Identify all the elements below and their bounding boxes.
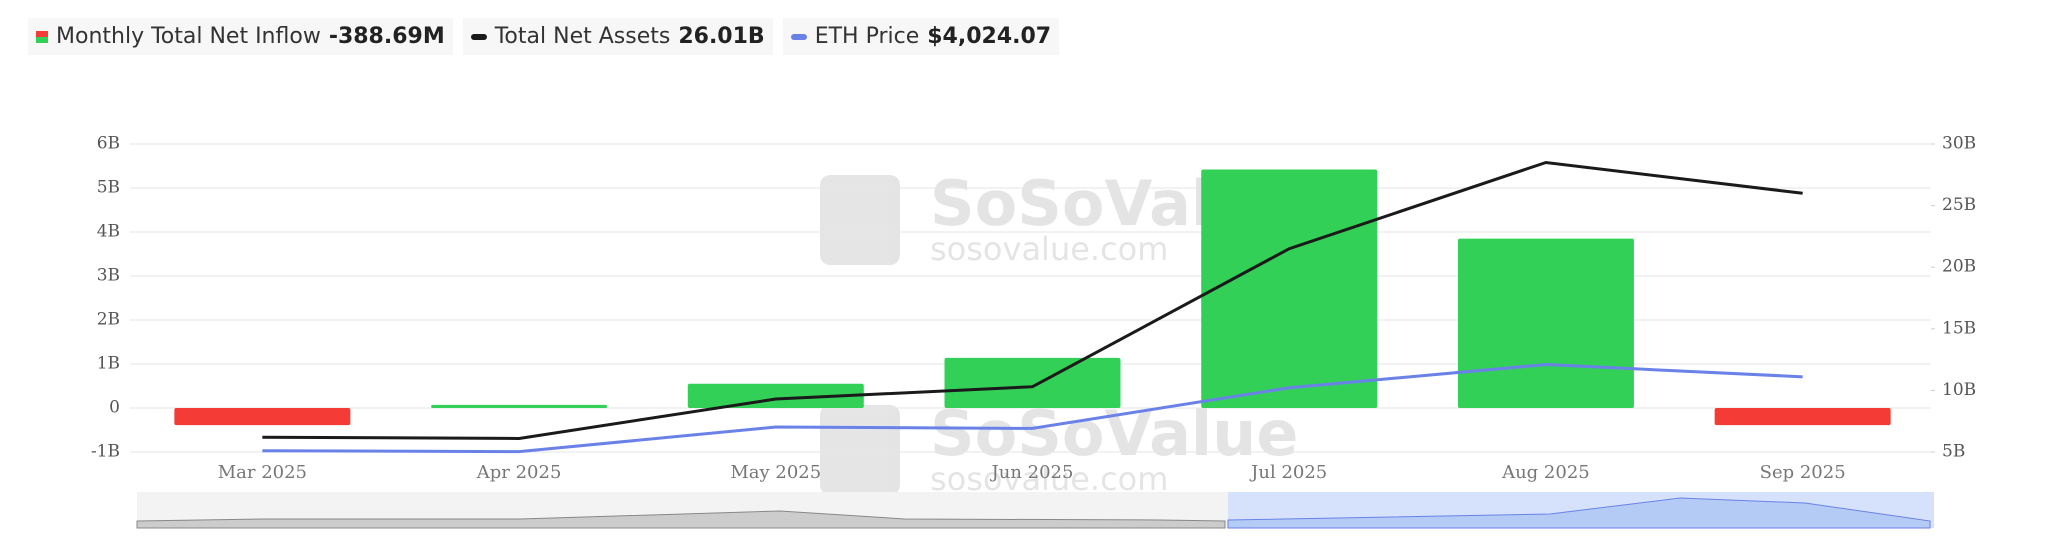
y-tick-label: 1B xyxy=(97,354,120,374)
y-tick-label: 0 xyxy=(109,398,120,418)
y2-tick-label: 20B xyxy=(1942,257,1976,277)
x-tick-label: Jun 2025 xyxy=(990,462,1074,483)
x-tick-label: May 2025 xyxy=(730,462,821,483)
bar xyxy=(431,404,608,408)
legend-value: -388.69M xyxy=(328,24,445,49)
x-tick-label: Jul 2025 xyxy=(1249,462,1327,483)
bar xyxy=(1201,169,1378,408)
navigator xyxy=(136,492,1934,529)
x-tick-label: Sep 2025 xyxy=(1760,462,1846,483)
legend-value: 26.01B xyxy=(678,24,765,49)
bar xyxy=(687,383,864,408)
legend-icon xyxy=(790,33,807,40)
y-tick-label: 6B xyxy=(97,134,120,154)
y2-tick-label: 30B xyxy=(1942,134,1976,154)
y-tick-label: 3B xyxy=(97,266,120,286)
legend: Monthly Total Net Inflow -388.69M Total Ne… xyxy=(28,18,1060,55)
line xyxy=(262,160,1803,440)
legend-item: ETH Price $4,024.07 xyxy=(782,18,1060,55)
x-tick-label: Mar 2025 xyxy=(218,462,307,483)
legend-item: Monthly Total Net Inflow -388.69M xyxy=(28,18,453,55)
bar xyxy=(1457,238,1634,408)
x-tick-label: Apr 2025 xyxy=(476,462,562,483)
legend-value: $4,024.07 xyxy=(927,24,1052,49)
bar xyxy=(1714,408,1891,426)
y-tick-label: 5B xyxy=(97,178,120,198)
legend-label: ETH Price xyxy=(814,24,920,49)
line xyxy=(262,363,1803,454)
legend-item: Total Net Assets 26.01B xyxy=(462,18,773,55)
bar xyxy=(174,408,351,426)
y2-tick-label: 15B xyxy=(1942,318,1976,338)
bar xyxy=(944,357,1121,408)
legend-label: Monthly Total Net Inflow xyxy=(56,24,321,49)
y-tick-label: 2B xyxy=(97,310,120,330)
legend-icon xyxy=(36,30,48,43)
y2-tick-label: 25B xyxy=(1942,195,1976,215)
legend-label: Total Net Assets xyxy=(494,24,671,49)
watermark-url: sosovalue.com xyxy=(930,460,1168,498)
y2-tick-label: 10B xyxy=(1942,380,1976,400)
legend-icon xyxy=(470,33,487,40)
y-tick-label: 4B xyxy=(97,222,120,242)
watermark-text: SoSoValue xyxy=(930,397,1298,470)
y-tick-label: -1B xyxy=(91,442,120,462)
y2-tick-label: 5B xyxy=(1942,442,1965,462)
watermark-url: sosovalue.com xyxy=(930,230,1168,268)
x-tick-label: Aug 2025 xyxy=(1501,462,1590,483)
